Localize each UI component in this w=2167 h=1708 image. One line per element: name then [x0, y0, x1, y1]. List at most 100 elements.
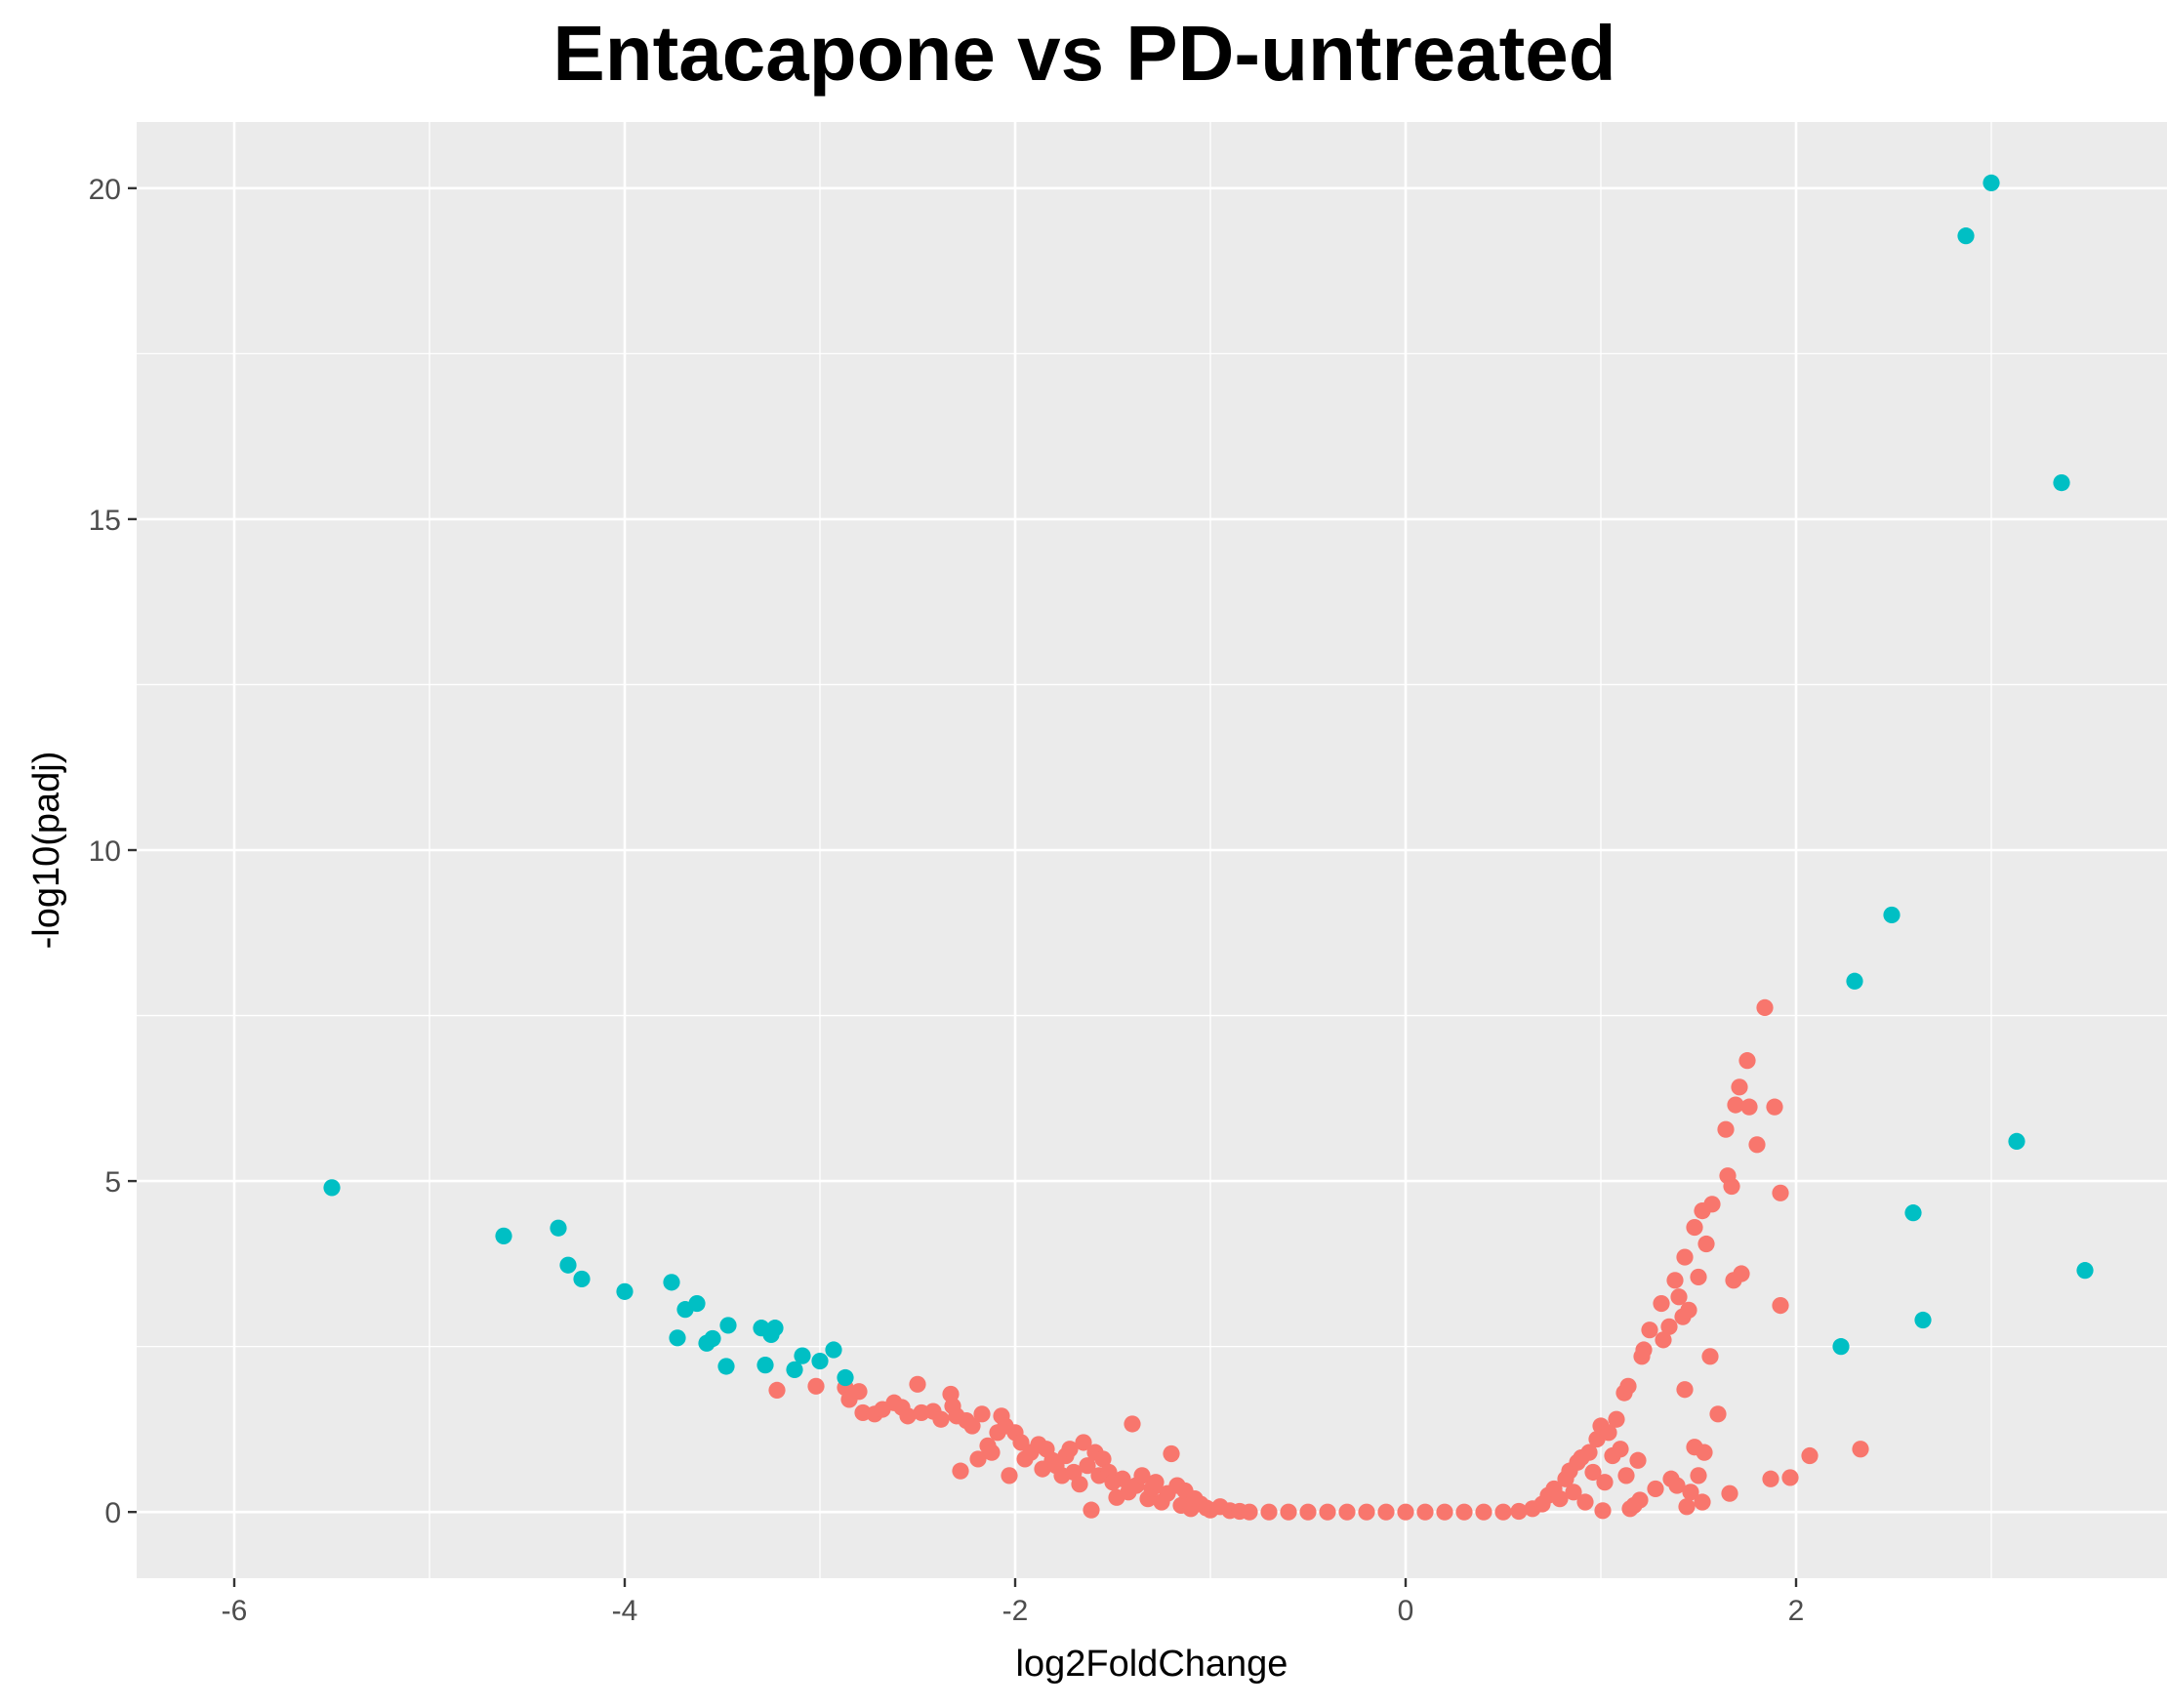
point-not-significant [1647, 1480, 1664, 1498]
point-not-significant [1619, 1377, 1637, 1395]
point-not-significant [1596, 1474, 1614, 1491]
point-not-significant [1163, 1444, 1180, 1463]
point-not-significant [1319, 1503, 1336, 1521]
point-not-significant [1731, 1078, 1748, 1096]
point-not-significant [768, 1381, 786, 1399]
major-gridlines [137, 122, 2167, 1578]
point-not-significant [1686, 1218, 1703, 1237]
point-not-significant [1772, 1296, 1789, 1315]
point-not-significant [932, 1410, 950, 1428]
point-significant [766, 1320, 784, 1337]
point-not-significant [1748, 1136, 1766, 1154]
point-not-significant [1641, 1322, 1658, 1339]
point-not-significant [1852, 1441, 1869, 1458]
point-not-significant [1635, 1341, 1653, 1359]
point-not-significant [1801, 1446, 1819, 1465]
y-tick-label: 20 [89, 174, 121, 206]
point-not-significant [1762, 1470, 1779, 1487]
point-significant [786, 1361, 803, 1378]
point-significant [2008, 1132, 2025, 1150]
point-not-significant [1723, 1177, 1740, 1196]
point-not-significant [1299, 1503, 1317, 1521]
point-not-significant [1124, 1415, 1141, 1433]
point-not-significant [1565, 1484, 1582, 1501]
point-not-significant [1696, 1444, 1713, 1461]
x-tick-label: -4 [612, 1595, 638, 1627]
point-not-significant [1617, 1467, 1635, 1484]
point-not-significant [1733, 1265, 1750, 1282]
point-significant [704, 1329, 721, 1348]
point-not-significant [983, 1444, 1001, 1461]
point-not-significant [909, 1375, 926, 1393]
point-significant [1904, 1204, 1922, 1222]
point-not-significant [1697, 1235, 1715, 1253]
point-not-significant [1580, 1444, 1598, 1461]
point-not-significant [1475, 1503, 1492, 1521]
x-tick-label: 2 [1788, 1595, 1805, 1627]
y-tick-label: 5 [104, 1166, 121, 1199]
point-not-significant [1377, 1503, 1395, 1521]
point-significant [1914, 1311, 1932, 1329]
point-not-significant [1678, 1498, 1696, 1516]
point-significant [669, 1329, 686, 1347]
point-not-significant [1709, 1405, 1727, 1423]
point-significant [2053, 474, 2070, 492]
point-significant [1883, 906, 1901, 924]
x-tick-label: -6 [222, 1595, 248, 1627]
point-not-significant [1655, 1331, 1672, 1349]
point-significant [811, 1352, 829, 1370]
x-axis-ticks: -6 -4 -2 0 2 [222, 1578, 1805, 1627]
point-not-significant [1781, 1469, 1799, 1486]
point-significant [837, 1368, 854, 1387]
point-not-significant [1668, 1477, 1686, 1494]
point-significant [1983, 174, 2000, 191]
point-not-significant [1071, 1476, 1088, 1493]
y-tick-label: 15 [89, 505, 121, 537]
point-not-significant [1114, 1470, 1131, 1487]
point-not-significant [1629, 1451, 1647, 1469]
point-not-significant [1653, 1294, 1670, 1313]
point-not-significant [1416, 1503, 1434, 1521]
point-not-significant [1717, 1120, 1735, 1138]
point-not-significant [1666, 1272, 1684, 1289]
point-not-significant [1551, 1490, 1569, 1508]
point-significant [663, 1274, 680, 1291]
point-not-significant [1600, 1424, 1617, 1442]
point-not-significant [969, 1450, 987, 1468]
point-significant [323, 1179, 341, 1197]
point-not-significant [1280, 1503, 1297, 1521]
point-significant [756, 1357, 774, 1374]
point-significant [794, 1347, 811, 1364]
point-not-significant [807, 1377, 825, 1395]
point-not-significant [973, 1405, 991, 1423]
point-not-significant [1727, 1096, 1744, 1114]
point-not-significant [1147, 1474, 1165, 1491]
point-not-significant [1061, 1441, 1079, 1458]
point-not-significant [1260, 1503, 1278, 1521]
y-tick-label: 10 [89, 835, 121, 868]
point-not-significant [1338, 1503, 1356, 1521]
point-significant [2076, 1262, 2094, 1280]
point-significant [825, 1341, 842, 1359]
point-not-significant [899, 1407, 917, 1425]
point-not-significant [1612, 1441, 1629, 1458]
point-not-significant [1576, 1493, 1594, 1511]
y-axis-ticks: 0 5 10 15 20 [89, 174, 137, 1529]
point-not-significant [1631, 1491, 1649, 1509]
point-significant [1846, 972, 1863, 990]
point-significant [495, 1227, 512, 1244]
point-significant [719, 1317, 737, 1334]
point-not-significant [1676, 1248, 1694, 1266]
point-not-significant [1694, 1493, 1711, 1511]
point-not-significant [1690, 1467, 1707, 1484]
point-not-significant [963, 1417, 981, 1435]
point-significant [550, 1219, 567, 1237]
point-not-significant [1510, 1502, 1528, 1521]
point-significant [559, 1256, 577, 1274]
point-not-significant [1094, 1450, 1112, 1468]
y-tick-label: 0 [104, 1497, 121, 1529]
point-not-significant [1241, 1503, 1258, 1521]
point-not-significant [1608, 1410, 1625, 1428]
x-tick-label: -2 [1002, 1595, 1029, 1627]
